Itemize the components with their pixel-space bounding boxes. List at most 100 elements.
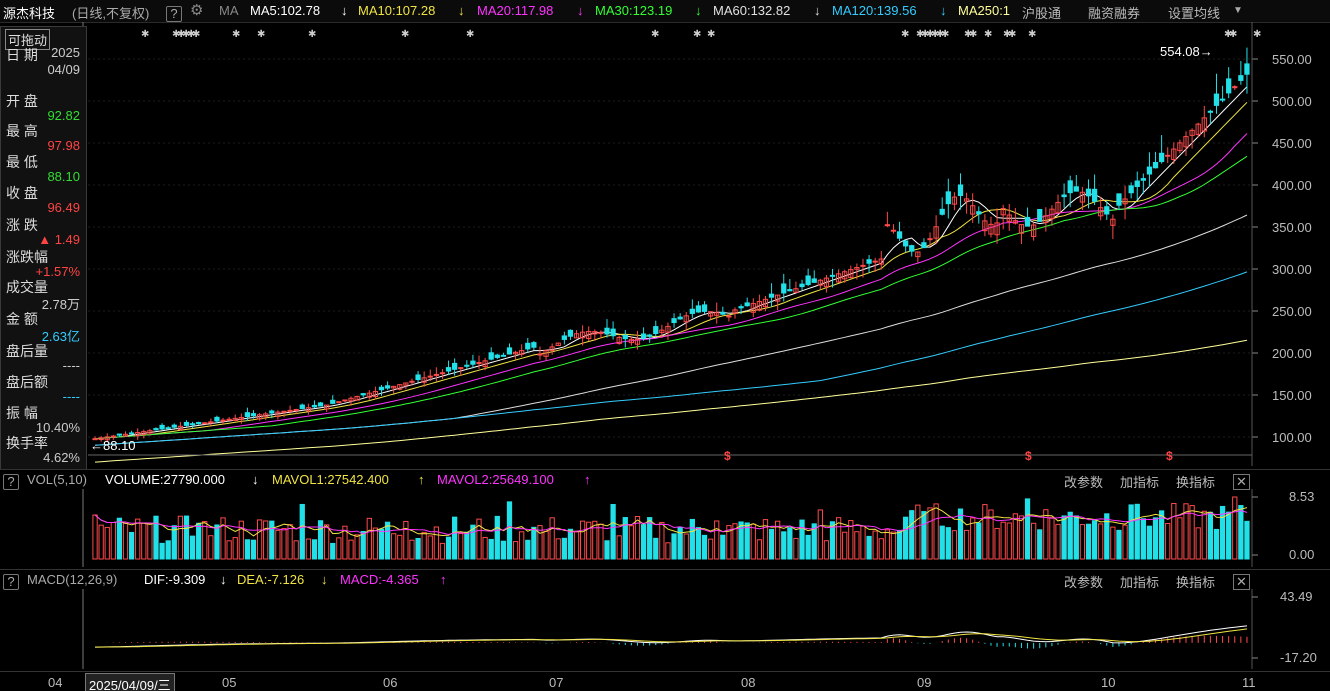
- macd-switch-indicator-button[interactable]: 换指标: [1176, 575, 1216, 590]
- volume-bar: [494, 515, 500, 560]
- drag-handle[interactable]: 可拖动: [5, 29, 51, 50]
- candle-body: [238, 416, 244, 420]
- vol-change-params-button[interactable]: 改参数: [1064, 475, 1104, 490]
- candle-body: [452, 362, 458, 370]
- volume-header: ? VOL(5,10) VOLUME:27790.000 ↓ MAVOL1:27…: [0, 469, 1330, 490]
- volume-bar: [555, 538, 561, 560]
- volume-bar: [452, 516, 458, 560]
- volume-bar: [1146, 525, 1153, 560]
- volume-bar: [799, 519, 805, 560]
- volume-bar: [561, 537, 567, 560]
- volume-bar: [586, 521, 592, 560]
- info-value: ----: [62, 389, 80, 404]
- volume-bar: [628, 525, 635, 560]
- macd-change-params-button[interactable]: 改参数: [1064, 575, 1104, 590]
- info-value: 04/09: [47, 62, 80, 77]
- x-axis-label: 10: [1101, 675, 1116, 690]
- y-tick-label: 500.00: [1272, 94, 1312, 109]
- candle-body: [250, 413, 257, 417]
- volume-bar: [726, 525, 732, 560]
- volume-bar: [1134, 503, 1140, 560]
- volume-bar: [671, 533, 677, 560]
- volume-bar: [732, 523, 738, 560]
- candle-body: [244, 412, 251, 418]
- volume-chart[interactable]: 8.53 0.00: [0, 489, 1330, 567]
- candle-body: [1146, 166, 1153, 175]
- volume-bar: [403, 520, 409, 560]
- volume-bar: [1031, 522, 1037, 560]
- event-marker: ✱: [651, 29, 659, 40]
- volume-bar: [756, 539, 763, 560]
- candle-body: [726, 315, 732, 318]
- menu-margin[interactable]: 融资融券: [1088, 6, 1141, 21]
- ma5-arrow: ↓: [341, 3, 348, 18]
- candle-body: [957, 184, 964, 197]
- volume-bar: [683, 533, 689, 560]
- volume-bar: [238, 520, 244, 560]
- candle-body: [397, 384, 403, 390]
- x-axis-label: 06: [383, 675, 398, 690]
- info-label: 振 幅: [6, 405, 38, 421]
- candle-body: [165, 427, 171, 430]
- candle-body: [384, 385, 391, 389]
- volume-bar: [141, 522, 147, 560]
- candle-body: [1073, 186, 1079, 192]
- candle-body: [458, 367, 464, 370]
- vol-add-indicator-button[interactable]: 加指标: [1120, 475, 1160, 490]
- candle-body: [878, 258, 884, 265]
- chevron-down-icon[interactable]: ▼: [1233, 5, 1243, 16]
- candle-body: [604, 327, 610, 335]
- volume-bar: [372, 527, 379, 560]
- volume-bar: [927, 507, 933, 560]
- volume-bar: [762, 519, 769, 560]
- candle-body: [263, 413, 269, 417]
- volume-bar: [531, 526, 537, 560]
- info-label: 盘后额: [6, 374, 48, 390]
- high-marker: 554.08→: [1160, 44, 1213, 59]
- price-chart[interactable]: 550.00 500.00 450.00 400.00 350.00 300.00 250.…: [0, 22, 1330, 466]
- volume-bar: [342, 525, 348, 560]
- gear-icon[interactable]: ⚙: [190, 2, 204, 19]
- ma250-value: MA250:1: [958, 3, 1011, 18]
- candle-body: [1165, 154, 1171, 157]
- volume-bar: [512, 541, 519, 560]
- event-marker: ✱: [1028, 29, 1036, 40]
- candle-body: [567, 329, 574, 337]
- macd-add-indicator-button[interactable]: 加指标: [1120, 575, 1160, 590]
- candle-body: [1122, 198, 1128, 205]
- volume-bar: [573, 531, 580, 560]
- menu-hgt[interactable]: 沪股通: [1022, 6, 1062, 21]
- candle-body: [701, 304, 708, 312]
- candle-body: [439, 372, 446, 375]
- volume-bar: [1110, 526, 1116, 560]
- ma20-arrow: ↓: [577, 3, 584, 18]
- candle-body: [348, 397, 354, 402]
- volume-bar: [214, 524, 220, 560]
- vol-switch-indicator-button[interactable]: 换指标: [1176, 475, 1216, 490]
- event-marker: ✱: [931, 29, 939, 40]
- volume-bar: [128, 531, 135, 560]
- volume-bar: [823, 540, 830, 560]
- candle-body: [1067, 180, 1073, 194]
- dea-arrow: ↓: [321, 572, 328, 587]
- event-marker: ✱: [693, 29, 701, 40]
- candle-body: [695, 305, 702, 313]
- mavol1-arrow: ↑: [418, 472, 425, 487]
- event-marker: ✱: [1229, 29, 1237, 40]
- ma-label: MA: [219, 3, 239, 18]
- candle-body: [823, 277, 830, 288]
- candle-body: [896, 231, 903, 239]
- dea-value: DEA:-7.126: [237, 572, 305, 587]
- volume-bar: [744, 522, 750, 560]
- candle-body: [122, 433, 129, 437]
- candle-body: [1219, 98, 1226, 101]
- volume-bar: [458, 533, 464, 560]
- menu-set-ma[interactable]: 设置均线: [1168, 6, 1221, 21]
- stock-name[interactable]: 源杰科技: [3, 6, 56, 21]
- candle-body: [982, 220, 988, 232]
- volume-bar: [1104, 513, 1110, 560]
- ma5-line: [94, 86, 1248, 440]
- macd-chart[interactable]: 43.49 -17.20: [0, 589, 1330, 669]
- info-value: ----: [62, 358, 80, 373]
- quote-info-panel[interactable]: 可拖动日 期 2025 04/09 开 盘 92.82 最 高 97.98 最 低 88.10 收…: [0, 26, 87, 470]
